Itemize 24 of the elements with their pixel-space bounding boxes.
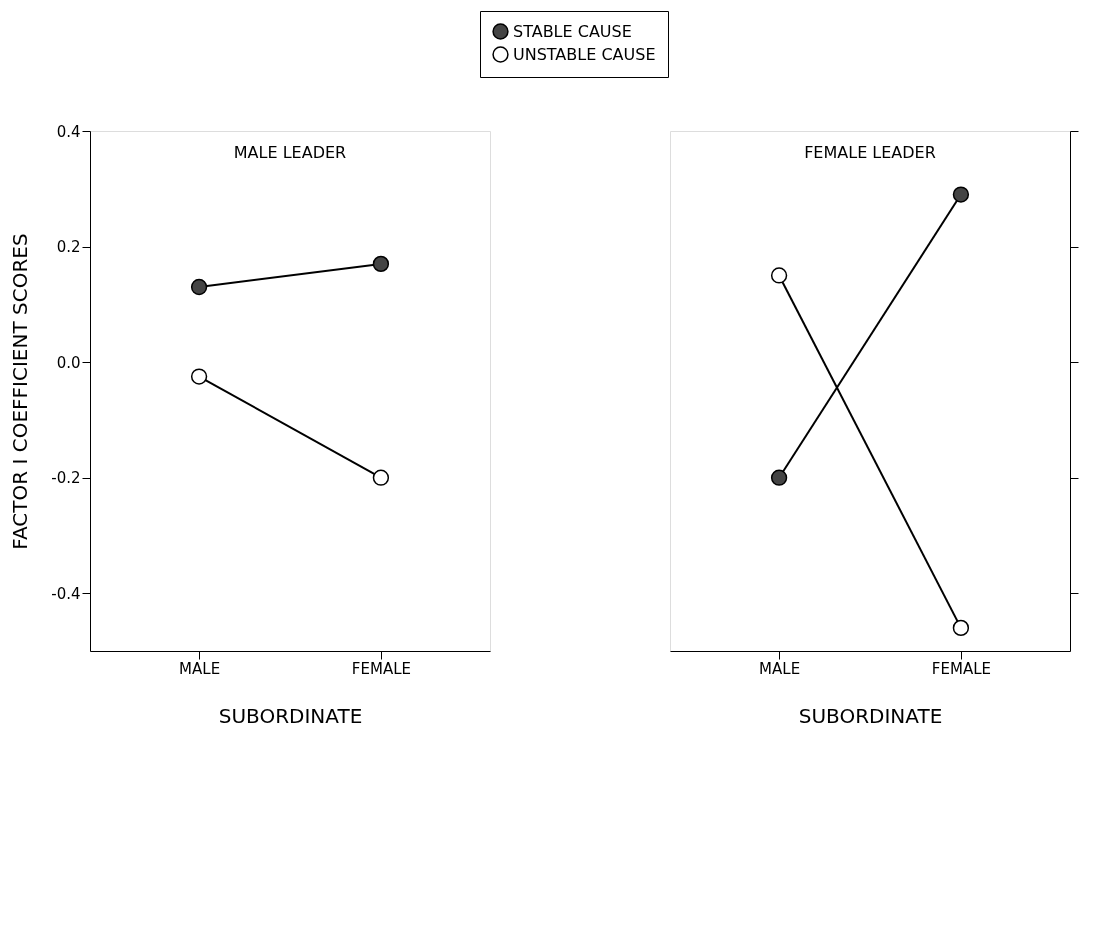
point — [952, 186, 970, 203]
y-tick-label: -0.2 — [51, 469, 81, 488]
x-axis-title: SUBORDINATE — [218, 703, 363, 728]
point — [770, 469, 788, 486]
point — [372, 255, 390, 273]
point — [372, 469, 390, 486]
legend-label: UNSTABLE CAUSE — [513, 44, 656, 64]
point — [190, 368, 208, 385]
y-tick-label: 0.2 — [56, 238, 81, 257]
x-tick-label: MALE — [179, 659, 221, 678]
legend-label: STABLE CAUSE — [513, 21, 632, 41]
x-tick-label: FEMALE — [351, 659, 411, 678]
point — [190, 278, 208, 296]
x-tick-label: FEMALE — [931, 659, 991, 678]
x-axis-title: SUBORDINATE — [798, 703, 943, 728]
y-tick-label: -0.4 — [51, 584, 81, 603]
point — [952, 619, 970, 637]
y-tick-label: 0.0 — [56, 353, 81, 372]
text: FEMALE LEADER — [804, 142, 936, 162]
text: MALE LEADER — [233, 142, 347, 162]
x-tick-label: MALE — [759, 659, 801, 678]
point — [770, 267, 788, 284]
y-tick-label: 0.4 — [56, 122, 81, 141]
y-axis-title: FACTOR I COEFFICIENT SCORES — [8, 233, 33, 550]
